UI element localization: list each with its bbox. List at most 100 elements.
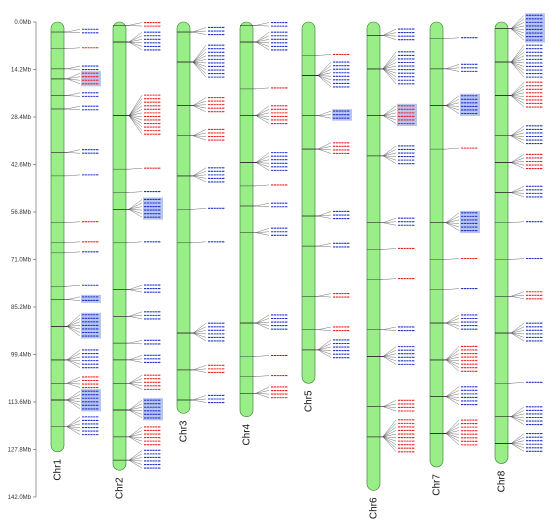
gene-link-line (128, 436, 143, 438)
gene-link-line (382, 278, 397, 280)
gene-link-line (382, 55, 397, 69)
gene-link-line (510, 192, 525, 194)
gene-link-line (66, 149, 81, 153)
gene-link-line (445, 426, 460, 434)
gene-link-line (445, 318, 460, 324)
gene-link-line (128, 460, 143, 465)
gene-link-line (382, 109, 397, 116)
gene-link-line (255, 321, 270, 324)
gene-cluster (177, 96, 225, 113)
gene-link-line (510, 186, 525, 193)
gene-link-line (66, 326, 81, 333)
gene-link-line (128, 453, 143, 461)
gene-link-line (382, 68, 397, 84)
gene-cluster (51, 92, 99, 97)
gene-link-line (317, 214, 332, 217)
gene-link-line (66, 423, 81, 427)
gene-link-line (445, 222, 460, 231)
gene-link-line (192, 175, 207, 179)
gene-link-line (192, 45, 207, 63)
gene-link-line (382, 436, 397, 438)
gene-link-line (128, 202, 143, 210)
gene-link-line (382, 145, 397, 156)
gene-link-line (128, 115, 143, 128)
gene-link-line (66, 326, 81, 337)
gene-link-line (317, 339, 332, 350)
gene-link-line (445, 67, 460, 70)
gene-link-line (445, 396, 460, 405)
gene-link-line (317, 245, 332, 248)
gene-link-line (317, 243, 332, 247)
gene-cluster (495, 381, 543, 384)
gene-link-line (445, 433, 460, 446)
gene-link-line (66, 65, 81, 70)
gene-link-line (66, 353, 81, 361)
gene-link-line (128, 115, 143, 117)
gene-link-line (66, 76, 81, 80)
gene-cluster (240, 375, 288, 377)
gene-link-line (445, 258, 460, 260)
scale-tick-label: 14.2Mb (11, 68, 32, 74)
gene-link-line (317, 326, 332, 330)
gene-link-line (66, 426, 81, 432)
gene-link-line (128, 315, 143, 317)
gene-link-line (382, 419, 397, 437)
gene-link-line (510, 59, 525, 63)
gene-link-line (128, 460, 143, 462)
gene-link-line (66, 399, 81, 410)
gene-link-line (445, 105, 460, 114)
gene-link-line (382, 68, 397, 74)
gene-link-line (128, 206, 143, 210)
chromosome-chr4: Chr4 (239, 21, 288, 446)
gene-link-line (510, 132, 525, 136)
gene-link-line (510, 52, 525, 63)
gene-cluster (302, 326, 350, 332)
gene-link-line (192, 59, 207, 63)
gene-link-line (510, 18, 525, 29)
scale-tick-label: 142.0Mb (8, 495, 32, 501)
gene-link-line (445, 222, 460, 224)
gene-link-line (128, 340, 143, 344)
gene-link-line (382, 423, 397, 437)
gene-link-line (255, 322, 270, 330)
gene-link-line (128, 378, 143, 384)
gene-link-line (382, 115, 397, 117)
gene-link-line (128, 426, 143, 437)
gene-cluster (495, 291, 543, 300)
chromosome-chr1: Chr1 (50, 21, 101, 481)
gene-cluster (240, 152, 288, 171)
gene-link-line (128, 191, 143, 193)
gene-link-line (66, 356, 81, 361)
gene-link-line (255, 375, 270, 377)
gene-link-line (510, 61, 525, 67)
gene-cluster (302, 292, 350, 298)
gene-link-line (66, 47, 81, 49)
gene-link-line (255, 25, 270, 27)
gene-cluster (495, 125, 543, 145)
gene-link-line (445, 216, 460, 223)
gene-link-line (510, 330, 525, 334)
gene-link-line (192, 369, 207, 373)
gene-link-line (192, 326, 207, 334)
gene-link-line (192, 332, 207, 342)
gene-cluster (51, 28, 99, 34)
tandem-cluster-box (143, 398, 163, 421)
gene-link-line (510, 416, 525, 422)
gene-link-line (382, 115, 397, 121)
gene-link-line (382, 222, 397, 226)
chromosome-bar (494, 21, 509, 464)
scale-tick-label: 28.4Mb (11, 115, 32, 121)
gene-link-line (317, 296, 332, 298)
gene-link-line (510, 55, 525, 63)
gene-cluster (495, 13, 545, 43)
gene-link-line (382, 406, 397, 412)
gene-link-line (192, 52, 207, 63)
gene-link-line (317, 72, 332, 76)
gene-link-line (255, 152, 270, 163)
gene-cluster (113, 167, 161, 170)
gene-link-line (382, 155, 397, 161)
gene-cluster (51, 294, 101, 303)
gene-link-line (128, 436, 143, 442)
gene-link-line (192, 330, 207, 334)
gene-cluster (177, 241, 225, 243)
